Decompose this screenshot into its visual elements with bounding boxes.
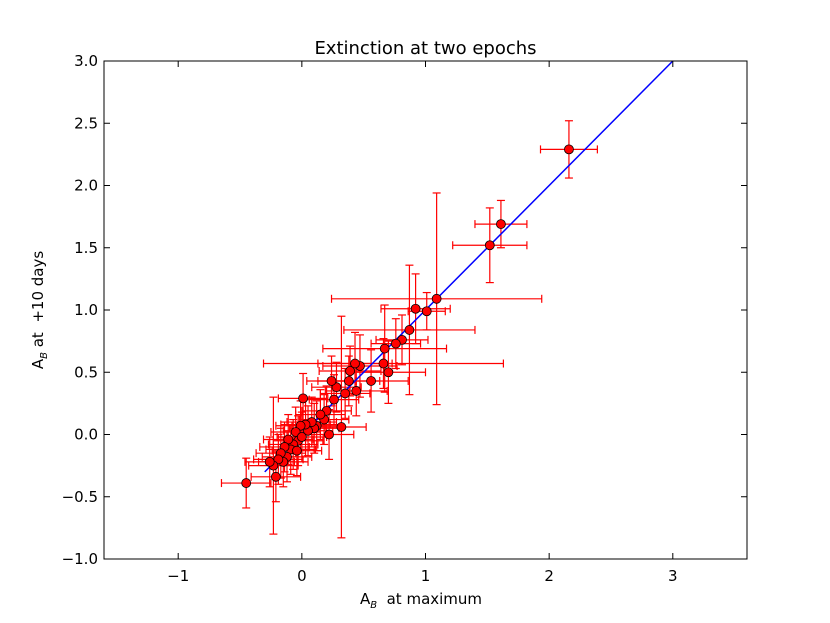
data-point-1 bbox=[496, 219, 506, 229]
data-point-18 bbox=[340, 388, 351, 399]
x-axis-label-sub: B bbox=[370, 600, 377, 611]
y-tick-label: 0.0 bbox=[74, 426, 98, 444]
plot-marks bbox=[220, 60, 674, 539]
data-point-11 bbox=[383, 367, 394, 378]
data-point-2 bbox=[484, 240, 495, 251]
x-tick-label: 0 bbox=[297, 567, 307, 585]
y-tick-label: −1.0 bbox=[62, 550, 98, 568]
data-point-8 bbox=[390, 338, 401, 349]
x-tick-label: −1 bbox=[167, 567, 189, 585]
data-point-25 bbox=[315, 409, 326, 420]
y-tick-label: 3.0 bbox=[74, 52, 98, 70]
data-point-49 bbox=[324, 429, 334, 440]
x-axis-label-rest: at maximum bbox=[377, 590, 482, 608]
data-point-45 bbox=[264, 456, 275, 467]
data-point-46 bbox=[291, 445, 302, 456]
y-tick-label: 2.0 bbox=[74, 177, 98, 195]
y-tick-label: 1.0 bbox=[74, 301, 98, 319]
data-point-17 bbox=[351, 386, 362, 396]
data-point-5 bbox=[410, 303, 421, 314]
y-axis-label-sub: B bbox=[39, 352, 50, 359]
data-point-43 bbox=[270, 471, 281, 482]
data-point-48 bbox=[241, 478, 252, 488]
x-axis-label: AB at maximum bbox=[360, 590, 482, 611]
y-axis-label-rest: at +10 days bbox=[29, 251, 47, 352]
y-axis-label: AB at +10 days bbox=[29, 251, 50, 370]
y-tick-label: −0.5 bbox=[62, 488, 98, 506]
x-tick-label: 1 bbox=[421, 567, 431, 585]
x-axis-label-main: A bbox=[360, 590, 371, 608]
data-point-47 bbox=[296, 432, 307, 442]
data-point-19 bbox=[336, 422, 347, 432]
chart-title: Extinction at two epochs bbox=[314, 38, 536, 59]
data-point-6 bbox=[404, 325, 415, 335]
data-point-22 bbox=[329, 394, 339, 405]
data-point-9 bbox=[379, 343, 390, 354]
axis-ticks: −1 0 1 2 3 −1.0 −0.5 0.0 0.5 1.0 1.5 2.0 2.5 3.0 bbox=[62, 52, 747, 585]
x-tick-label: 3 bbox=[668, 567, 678, 585]
y-tick-label: 2.5 bbox=[74, 114, 98, 132]
data-point-14 bbox=[350, 358, 360, 369]
y-axis-label-main: A bbox=[29, 358, 47, 369]
data-point-16 bbox=[343, 376, 354, 386]
data-point-31 bbox=[298, 393, 308, 404]
y-tick-label: 0.5 bbox=[74, 363, 98, 381]
data-point-0 bbox=[564, 144, 574, 155]
y-tick-label: 1.5 bbox=[74, 239, 98, 257]
x-tick-label: 2 bbox=[544, 567, 554, 585]
data-point-15 bbox=[345, 366, 355, 376]
data-point-12 bbox=[366, 376, 376, 386]
data-point-3 bbox=[431, 293, 442, 304]
data-point-4 bbox=[421, 306, 432, 317]
data-point-21 bbox=[326, 376, 337, 386]
data-point-10 bbox=[378, 358, 389, 369]
